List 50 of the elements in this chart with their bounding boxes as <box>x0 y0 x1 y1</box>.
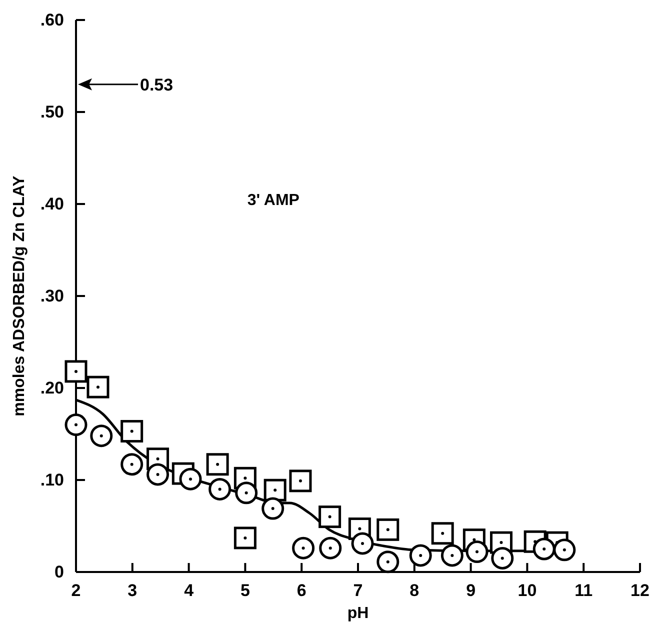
point <box>431 522 454 545</box>
point <box>120 453 144 476</box>
x-tick-label: 11 <box>574 581 593 600</box>
point <box>466 540 488 564</box>
point <box>64 360 88 383</box>
annotation: 0.53 <box>140 75 174 94</box>
x-tick-label: 7 <box>353 581 363 600</box>
point <box>262 497 284 520</box>
y-tick-label: .10 <box>40 470 64 490</box>
point <box>440 544 464 567</box>
x-axis-title: pH <box>347 605 369 622</box>
point <box>90 424 113 448</box>
y-tick-label: .20 <box>40 378 64 398</box>
point <box>319 536 342 560</box>
point <box>376 550 400 574</box>
y-tick-label: .60 <box>40 10 64 30</box>
x-tick-label: 12 <box>630 581 650 600</box>
point <box>553 538 576 562</box>
point <box>289 470 312 492</box>
point <box>532 538 556 560</box>
point <box>491 546 514 570</box>
point <box>146 463 170 486</box>
point <box>376 518 400 541</box>
y-axis-title: mmoles ADSORBED/g Zn CLAY <box>11 175 28 416</box>
point <box>179 468 202 490</box>
y-tick-label: 0 <box>54 562 64 582</box>
point <box>351 532 374 555</box>
y-tick-label: .40 <box>40 194 64 214</box>
point <box>292 536 315 560</box>
x-tick-label: 10 <box>518 581 537 600</box>
point <box>409 544 432 567</box>
x-tick-label: 6 <box>296 581 306 600</box>
x-tick-label: 3 <box>128 581 138 600</box>
x-tick-label: 2 <box>71 581 81 600</box>
x-tick-label: 8 <box>410 581 420 600</box>
x-tick-label: 4 <box>184 581 194 600</box>
point <box>208 478 232 500</box>
point <box>64 414 88 436</box>
x-tick-label: 9 <box>466 581 476 600</box>
point <box>120 420 144 442</box>
point <box>86 376 110 398</box>
point <box>264 478 286 502</box>
point <box>234 526 256 550</box>
point <box>235 482 258 504</box>
point <box>206 453 229 476</box>
point <box>318 506 342 528</box>
y-tick-label: .30 <box>40 286 64 306</box>
y-tick-label: .50 <box>40 102 64 122</box>
annotation: 3' AMP <box>247 192 300 209</box>
x-tick-label: 5 <box>240 581 250 600</box>
